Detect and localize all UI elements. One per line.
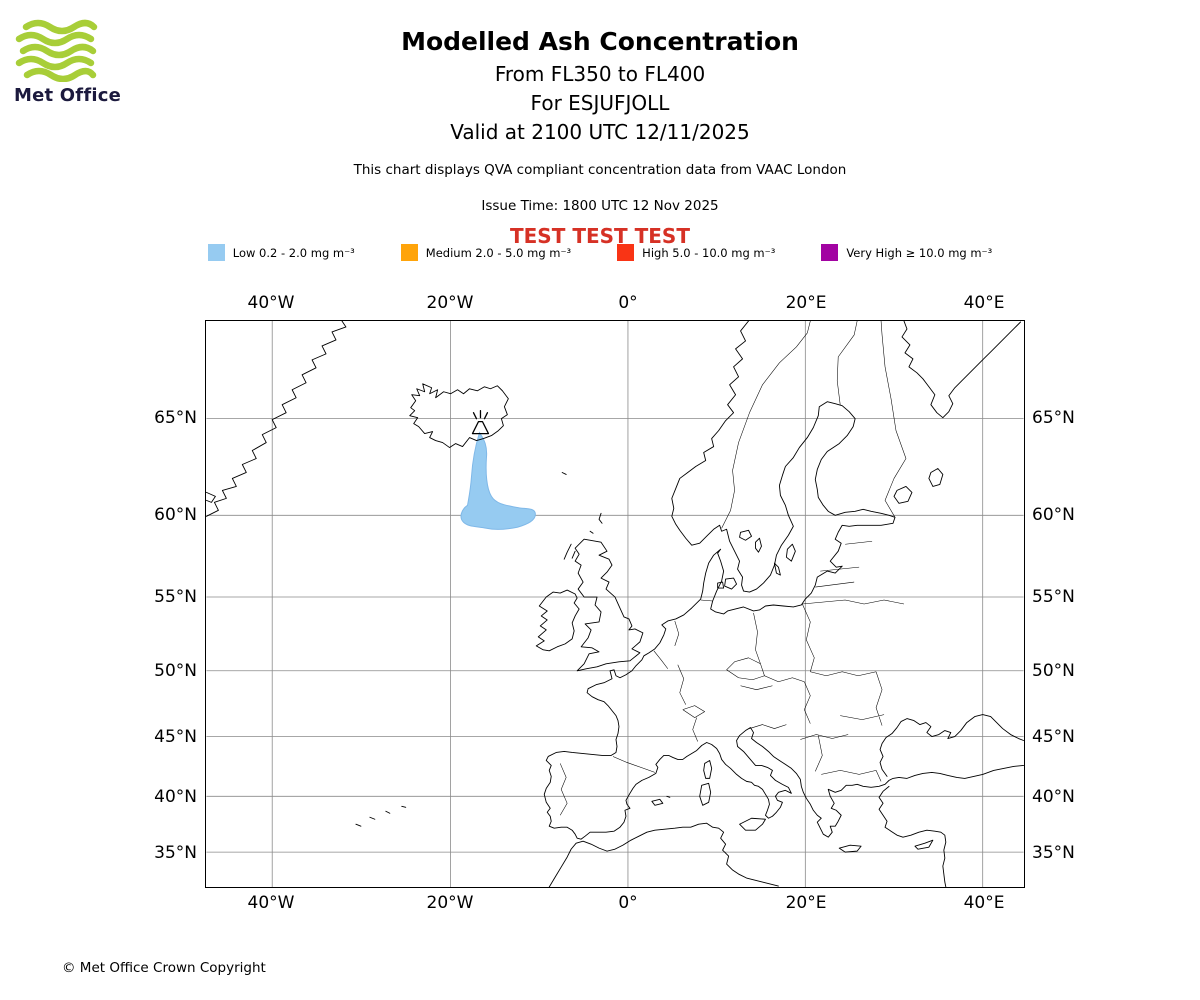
small-islands-and-lakes bbox=[355, 468, 944, 827]
crete-coast bbox=[838, 844, 862, 853]
met-office-logo-text: Met Office bbox=[14, 85, 122, 106]
lon-tick-top-20w: 20°W bbox=[426, 293, 474, 313]
map-frame bbox=[205, 320, 1025, 888]
lat-tick-right-35n: 35°N bbox=[1032, 843, 1075, 863]
valid-time-line: Valid at 2100 UTC 12/11/2025 bbox=[450, 119, 750, 144]
lon-tick-top-20e: 20°E bbox=[785, 293, 827, 313]
lat-tick-left-65n: 65°N bbox=[154, 408, 197, 428]
medium-swatch bbox=[400, 244, 418, 261]
legend-item-high: High 5.0 - 10.0 mg m⁻³ bbox=[617, 244, 775, 261]
volcano-line: For ESJUFJOLL bbox=[530, 90, 670, 115]
lat-tick-right-45n: 45°N bbox=[1032, 727, 1075, 747]
lat-tick-left-50n: 50°N bbox=[154, 661, 197, 681]
volcano-eruption-icon bbox=[471, 410, 490, 435]
greenland-coast bbox=[206, 321, 347, 517]
compliance-note: This chart displays QVA compliant concen… bbox=[353, 161, 847, 178]
very-high-label: Very High ≥ 10.0 mg m⁻³ bbox=[846, 245, 993, 260]
turkey-levant-coast bbox=[878, 785, 947, 887]
lat-tick-left-45n: 45°N bbox=[154, 727, 197, 747]
sicily-coast bbox=[739, 817, 766, 831]
test-banner: TEST TEST TEST bbox=[510, 223, 690, 248]
copyright-notice: © Met Office Crown Copyright bbox=[62, 960, 266, 976]
ash-plume-low-band bbox=[460, 431, 536, 530]
lon-tick-top-40e: 40°E bbox=[963, 293, 1005, 313]
iceland-coast bbox=[409, 383, 509, 449]
high-swatch bbox=[617, 244, 635, 261]
lat-tick-left-60n: 60°N bbox=[154, 505, 197, 525]
concentration-legend: Low 0.2 - 2.0 mg m⁻³ Medium 2.0 - 5.0 mg… bbox=[0, 244, 1200, 261]
lon-tick-bottom-20e: 20°E bbox=[785, 893, 827, 913]
header-titles: Modelled Ash Concentration From FL350 to… bbox=[0, 27, 1200, 248]
ireland-coast bbox=[535, 589, 580, 652]
high-label: High 5.0 - 10.0 mg m⁻³ bbox=[642, 245, 776, 260]
met-office-logo: Met Office bbox=[14, 18, 134, 106]
lon-tick-bottom-0: 0° bbox=[618, 893, 638, 913]
europe-mainland-coast bbox=[543, 321, 1024, 840]
lon-tick-bottom-20w: 20°W bbox=[426, 893, 474, 913]
very-high-swatch bbox=[821, 244, 839, 261]
lon-tick-bottom-40w: 40°W bbox=[247, 893, 295, 913]
medium-label: Medium 2.0 - 5.0 mg m⁻³ bbox=[425, 245, 572, 260]
cyprus-coast bbox=[914, 839, 934, 850]
chart-title: Modelled Ash Concentration bbox=[401, 27, 799, 56]
corsica-coast bbox=[703, 759, 713, 779]
lat-tick-left-55n: 55°N bbox=[154, 587, 197, 607]
lon-tick-top-0: 0° bbox=[618, 293, 638, 313]
low-label: Low 0.2 - 2.0 mg m⁻³ bbox=[232, 245, 355, 260]
graticule-grid bbox=[206, 321, 1024, 887]
low-swatch bbox=[207, 244, 225, 261]
lat-tick-right-40n: 40°N bbox=[1032, 787, 1075, 807]
great-britain-coast bbox=[574, 538, 644, 672]
lat-tick-right-65n: 65°N bbox=[1032, 408, 1075, 428]
lon-tick-top-40w: 40°W bbox=[247, 293, 295, 313]
flight-level-line: From FL350 to FL400 bbox=[494, 61, 706, 86]
legend-item-medium: Medium 2.0 - 5.0 mg m⁻³ bbox=[400, 244, 572, 261]
coastlines bbox=[206, 321, 1024, 887]
lat-tick-right-60n: 60°N bbox=[1032, 505, 1075, 525]
lon-tick-bottom-40e: 40°E bbox=[963, 893, 1005, 913]
north-africa-coast bbox=[548, 822, 779, 887]
met-office-waves-icon bbox=[15, 19, 98, 82]
lat-tick-right-50n: 50°N bbox=[1032, 661, 1075, 681]
legend-item-low: Low 0.2 - 2.0 mg m⁻³ bbox=[207, 244, 355, 261]
sardinia-coast bbox=[699, 782, 712, 806]
north-russia-white-sea-coast bbox=[901, 321, 1022, 419]
lat-tick-right-55n: 55°N bbox=[1032, 587, 1075, 607]
europe-map bbox=[206, 321, 1024, 887]
issue-time: Issue Time: 1800 UTC 12 Nov 2025 bbox=[481, 197, 719, 214]
legend-item-very-high: Very High ≥ 10.0 mg m⁻³ bbox=[821, 244, 992, 261]
black-sea-north-coast bbox=[879, 714, 1024, 777]
lat-tick-left-40n: 40°N bbox=[154, 787, 197, 807]
country-borders bbox=[559, 321, 907, 816]
lat-tick-left-35n: 35°N bbox=[154, 843, 197, 863]
